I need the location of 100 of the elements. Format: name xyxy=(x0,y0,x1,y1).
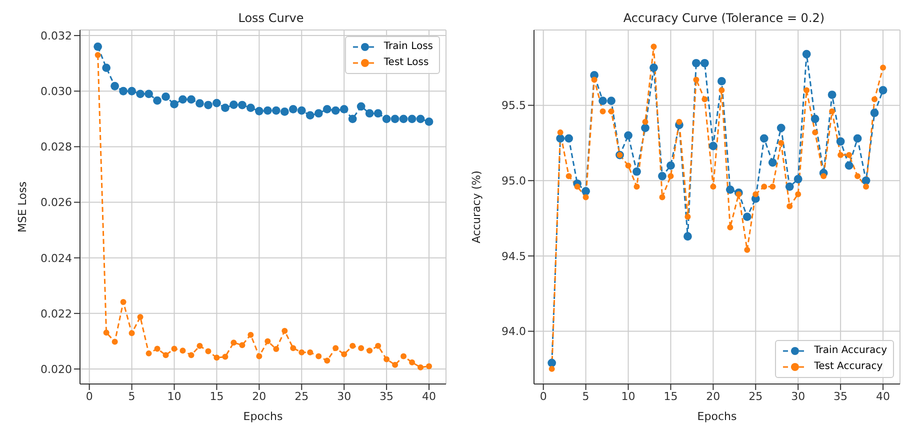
y-tick-label: 0.024 xyxy=(40,252,72,265)
point xyxy=(350,342,356,349)
point xyxy=(324,358,330,364)
point xyxy=(778,140,784,146)
point xyxy=(795,191,802,198)
x-tick-label: 40 xyxy=(422,390,436,403)
point xyxy=(692,58,700,68)
point xyxy=(178,95,187,104)
point xyxy=(836,137,845,146)
point xyxy=(872,96,878,102)
point xyxy=(205,348,212,354)
point xyxy=(684,214,691,220)
point xyxy=(658,172,666,180)
chart-title: Accuracy Curve (Tolerance = 0.2) xyxy=(623,11,825,25)
point xyxy=(331,106,340,115)
x-tick-label: 35 xyxy=(380,390,394,403)
x-tick-label: 25 xyxy=(748,390,763,403)
point xyxy=(341,351,348,358)
point xyxy=(238,100,246,110)
point xyxy=(752,191,759,198)
point xyxy=(384,356,390,362)
point xyxy=(382,114,391,124)
point xyxy=(128,86,136,96)
point xyxy=(264,338,271,344)
point xyxy=(641,124,650,132)
x-tick-label: 40 xyxy=(876,390,890,403)
x-tick-label: 15 xyxy=(664,390,678,403)
x-tick-label: 15 xyxy=(210,390,224,403)
point xyxy=(409,359,416,366)
y-tick-label: 0.020 xyxy=(40,362,72,376)
point xyxy=(356,102,366,111)
point xyxy=(212,98,221,108)
point xyxy=(598,96,607,105)
y-tick-label: 95.0 xyxy=(502,174,526,188)
point xyxy=(424,117,434,126)
y-tick-label: 0.026 xyxy=(40,196,72,210)
point xyxy=(564,134,574,143)
point xyxy=(136,90,144,98)
point xyxy=(718,87,725,94)
point xyxy=(230,340,237,346)
x-tick-label: 20 xyxy=(252,390,266,403)
point xyxy=(348,114,357,124)
point xyxy=(710,184,716,190)
point xyxy=(366,348,373,354)
point xyxy=(761,184,768,190)
point xyxy=(358,345,364,352)
point xyxy=(306,111,314,120)
point xyxy=(399,114,408,124)
point xyxy=(390,114,400,124)
point xyxy=(103,330,110,336)
chart-title: Loss Curve xyxy=(238,11,304,25)
x-axis-title: Epochs xyxy=(697,410,737,423)
point xyxy=(273,346,280,352)
point xyxy=(280,107,289,116)
point xyxy=(196,342,203,349)
x-tick-label: 5 xyxy=(582,390,590,403)
point xyxy=(314,109,323,118)
point xyxy=(112,338,118,345)
point xyxy=(607,96,616,105)
point xyxy=(222,354,228,360)
point xyxy=(625,162,632,169)
x-tick-label: 20 xyxy=(706,390,720,403)
y-tick-label: 95.5 xyxy=(502,99,526,112)
point xyxy=(120,299,126,306)
point xyxy=(146,350,152,356)
point xyxy=(144,90,153,98)
point xyxy=(608,108,614,114)
point xyxy=(642,118,648,125)
point xyxy=(180,348,186,354)
legend-label: Test Accuracy xyxy=(814,360,883,374)
point xyxy=(693,76,700,83)
point xyxy=(110,82,120,90)
x-tick-label: 5 xyxy=(128,390,136,403)
point xyxy=(196,99,204,108)
y-axis-title: Accuracy (%) xyxy=(470,170,483,244)
point xyxy=(802,50,811,58)
point xyxy=(838,152,844,158)
point xyxy=(221,104,230,112)
x-tick-label: 30 xyxy=(791,390,806,403)
point xyxy=(408,114,416,124)
point xyxy=(880,64,886,71)
x-tick-label: 30 xyxy=(337,390,352,403)
point xyxy=(846,152,852,158)
y-tick-label: 0.032 xyxy=(40,29,72,42)
x-tick-label: 25 xyxy=(294,390,309,403)
point xyxy=(760,134,768,143)
point xyxy=(736,191,742,198)
point xyxy=(416,114,425,124)
x-tick-label: 0 xyxy=(86,390,93,403)
point xyxy=(548,366,555,372)
point xyxy=(812,129,818,136)
point xyxy=(786,203,793,210)
point xyxy=(870,108,879,118)
point xyxy=(634,184,640,190)
point xyxy=(776,124,786,132)
point xyxy=(128,330,135,336)
point xyxy=(297,106,306,115)
legend-label: Train Loss xyxy=(384,40,433,54)
point xyxy=(282,328,288,334)
point xyxy=(162,352,169,358)
